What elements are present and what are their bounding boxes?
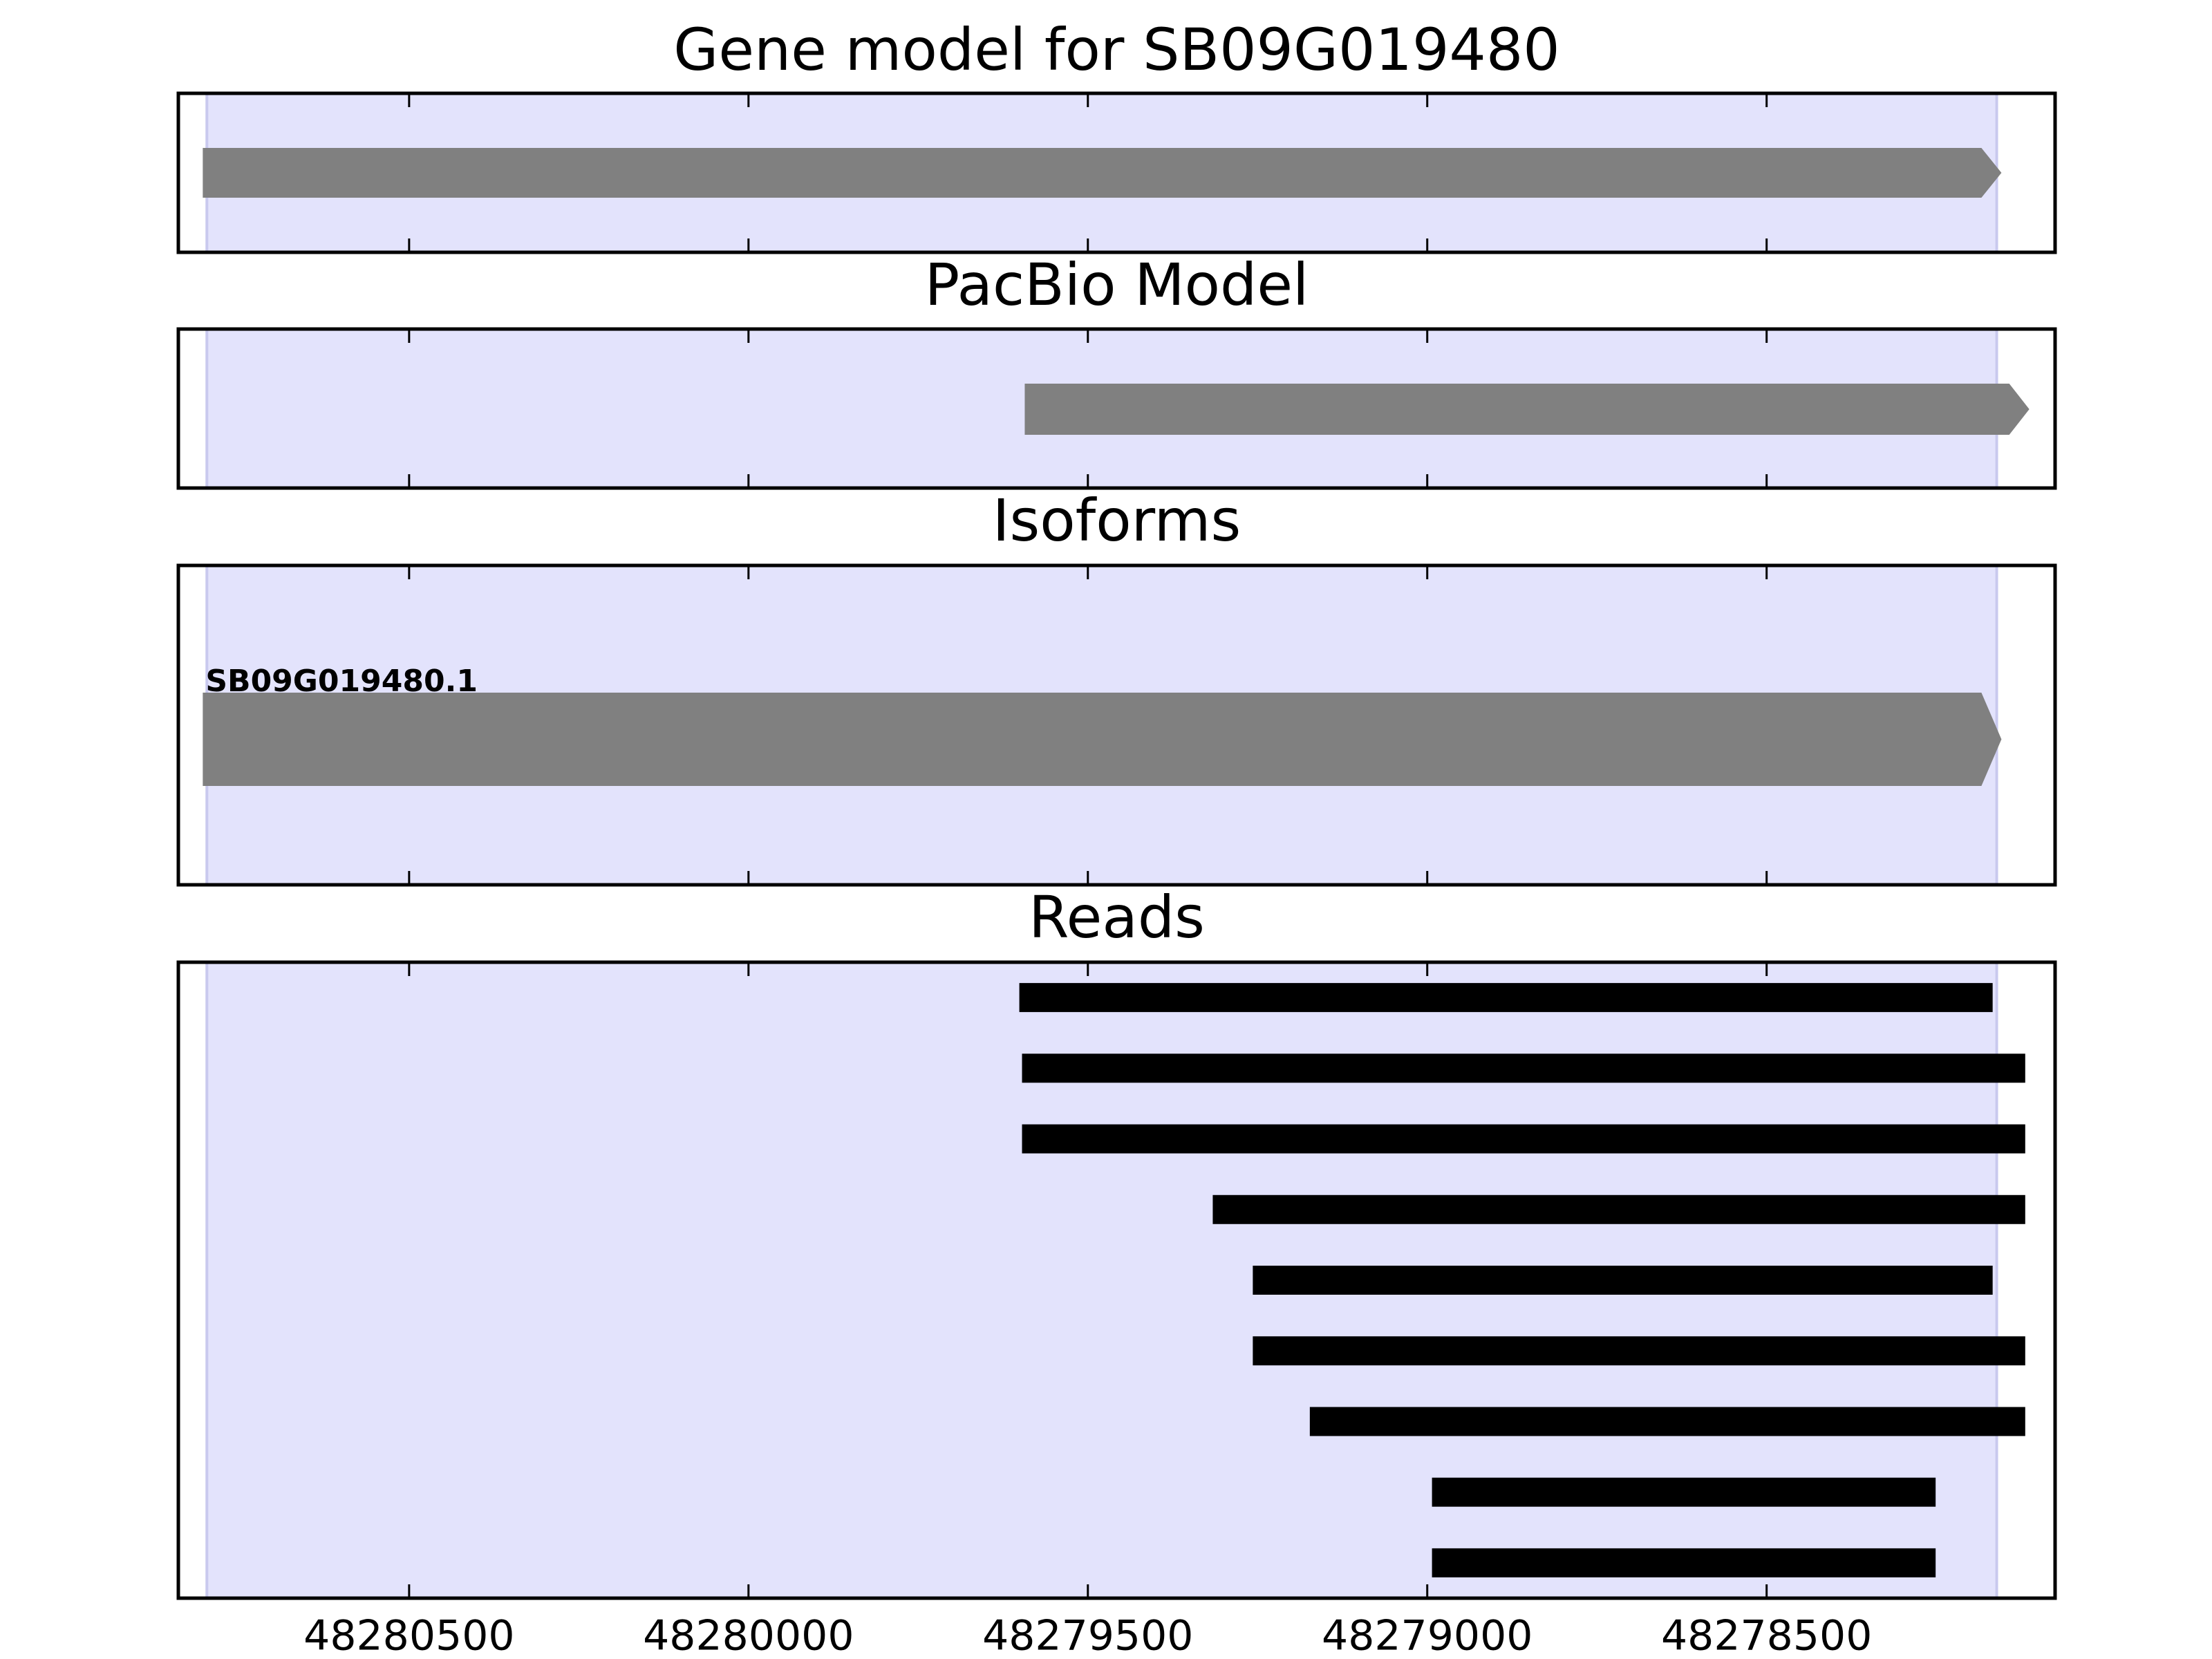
read-bar: [1019, 983, 1993, 1013]
panel-frame: [176, 960, 2057, 1600]
panel-title: Isoforms: [993, 487, 1241, 554]
gene-arrow: [203, 148, 2002, 198]
read-bar: [1309, 1407, 2025, 1436]
panel-frame: [176, 91, 2057, 254]
read-bar: [1212, 1194, 2025, 1224]
x-tick-label: 48280000: [643, 1612, 854, 1659]
x-tick-label: 48278500: [1661, 1612, 1872, 1659]
read-bar: [1432, 1477, 1936, 1507]
x-tick-label: 48279000: [1322, 1612, 1533, 1659]
read-bar: [1022, 1124, 2025, 1154]
panel-frame: [176, 563, 2057, 887]
panel-title: PacBio Model: [925, 251, 1309, 319]
isoform-label: SB09G019480.1: [205, 664, 478, 699]
panel-frame: [176, 327, 2057, 490]
x-tick-label: 48280500: [303, 1612, 514, 1659]
read-bar: [1022, 1053, 2025, 1083]
read-bar: [1253, 1266, 1993, 1295]
read-bar: [1253, 1336, 2025, 1366]
panel-title: Reads: [1029, 883, 1205, 951]
panel-title: Gene model for SB09G019480: [673, 16, 1559, 84]
gene-arrow: [203, 693, 2002, 786]
x-tick-label: 48279500: [982, 1612, 1193, 1659]
read-bar: [1432, 1548, 1936, 1577]
gene-arrow: [1024, 384, 2030, 435]
